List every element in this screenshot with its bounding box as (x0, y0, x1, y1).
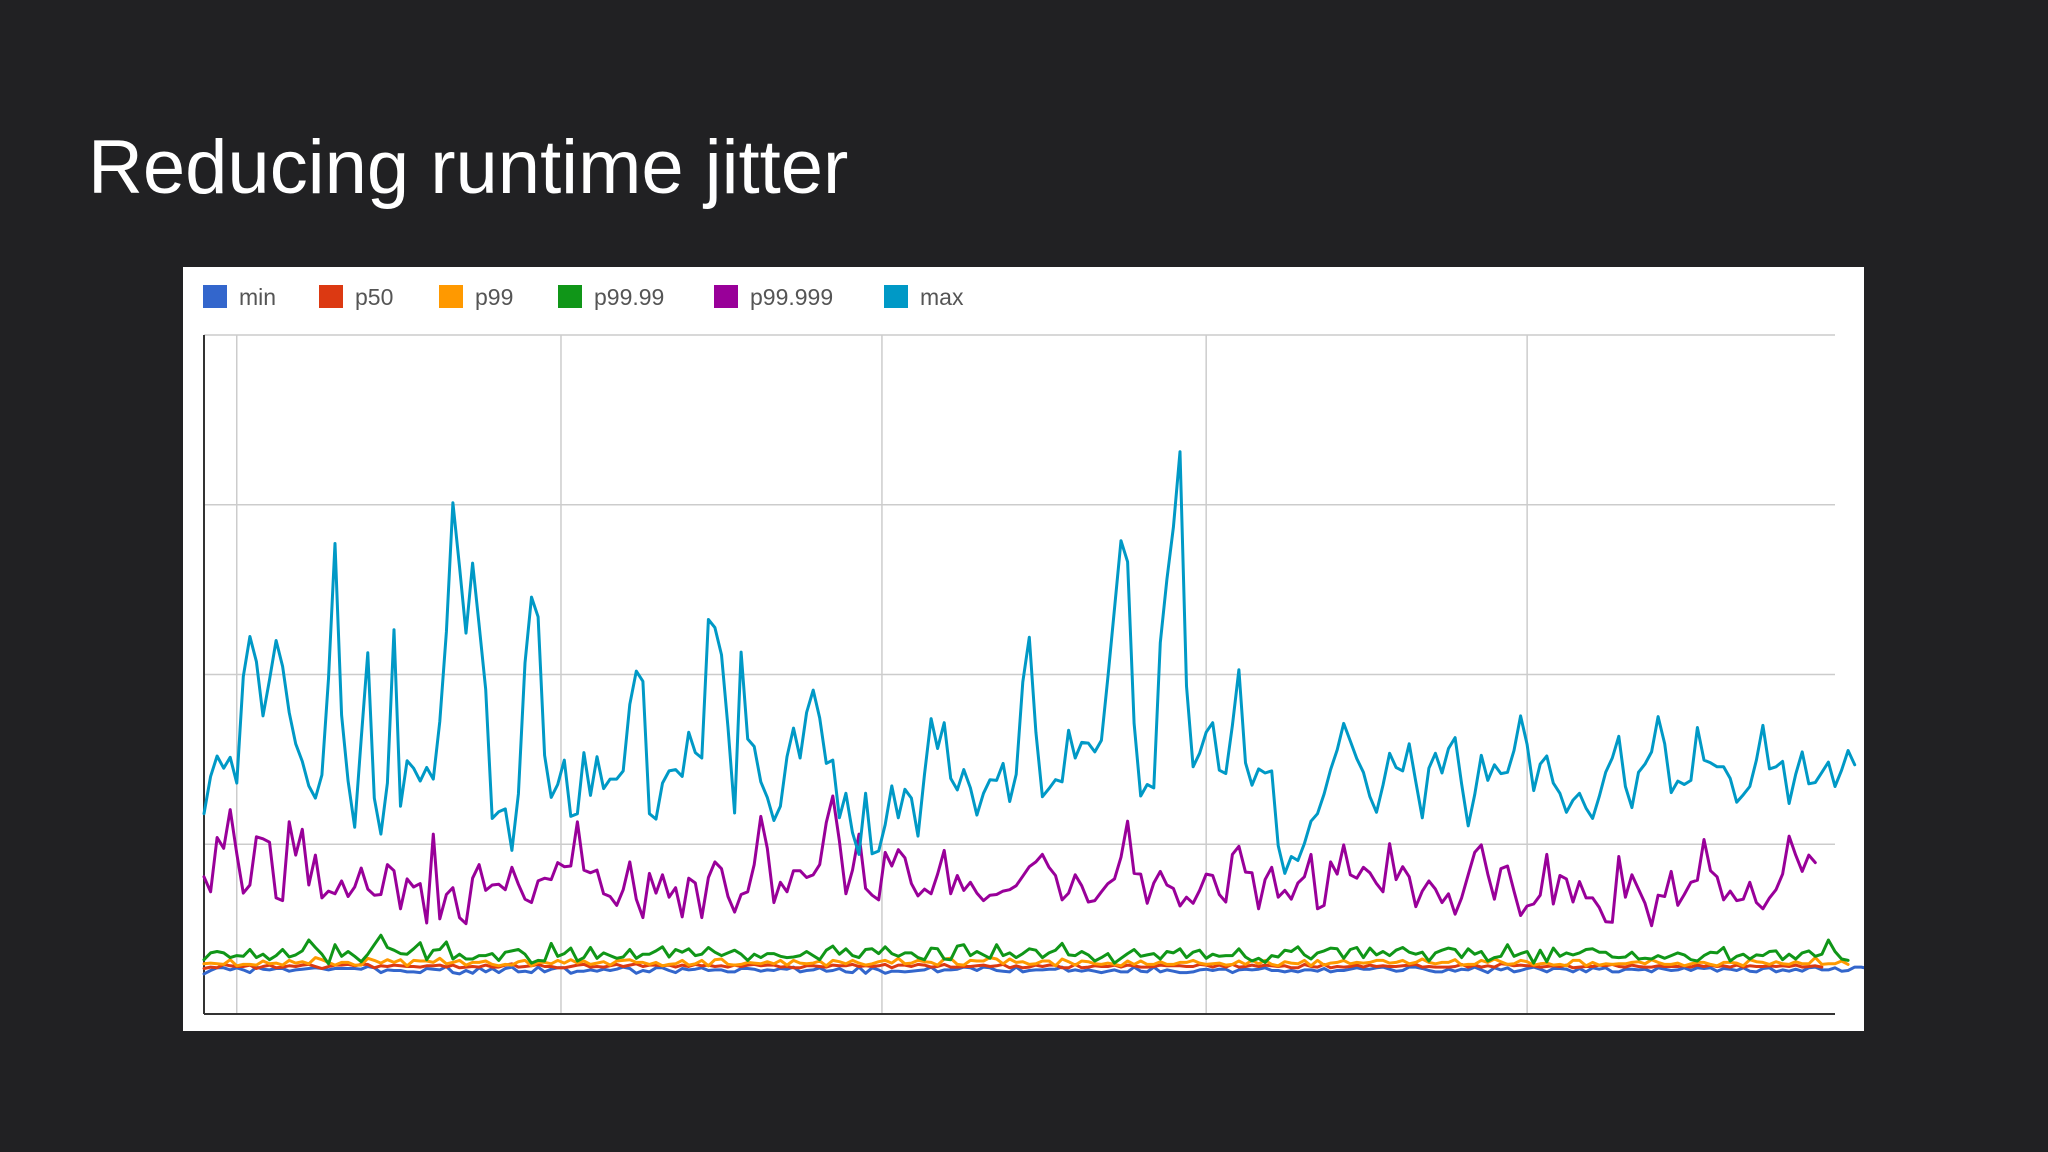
legend-swatch-max (884, 285, 908, 308)
series-lines (202, 450, 1864, 976)
legend: min p50 p99 p99.99 p99.999 max (203, 284, 964, 310)
legend-swatch-p99-99 (558, 285, 582, 308)
gridlines (204, 334, 1835, 1014)
legend-swatch-p50 (319, 285, 343, 308)
legend-label-p99-99: p99.99 (594, 284, 664, 310)
legend-label-p99: p99 (475, 284, 513, 310)
legend-swatch-p99 (439, 285, 463, 308)
legend-label-p99-999: p99.999 (750, 284, 833, 310)
series-line-p99-99 (202, 933, 1850, 966)
legend-label-max: max (920, 284, 964, 310)
series-line-max (202, 450, 1857, 875)
series-line-min (202, 965, 1864, 976)
slide-title: Reducing runtime jitter (88, 125, 849, 210)
legend-swatch-min (203, 285, 227, 308)
series-line-p99-999 (202, 794, 1817, 928)
line-chart: min p50 p99 p99.99 p99.999 max (202, 284, 1864, 1015)
axes (203, 335, 1835, 1015)
chart-panel: min p50 p99 p99.99 p99.999 max (183, 267, 1864, 1031)
legend-label-p50: p50 (355, 284, 393, 310)
legend-label-min: min (239, 284, 276, 310)
series-line-p99 (202, 956, 1850, 968)
legend-swatch-p99-999 (714, 285, 738, 308)
